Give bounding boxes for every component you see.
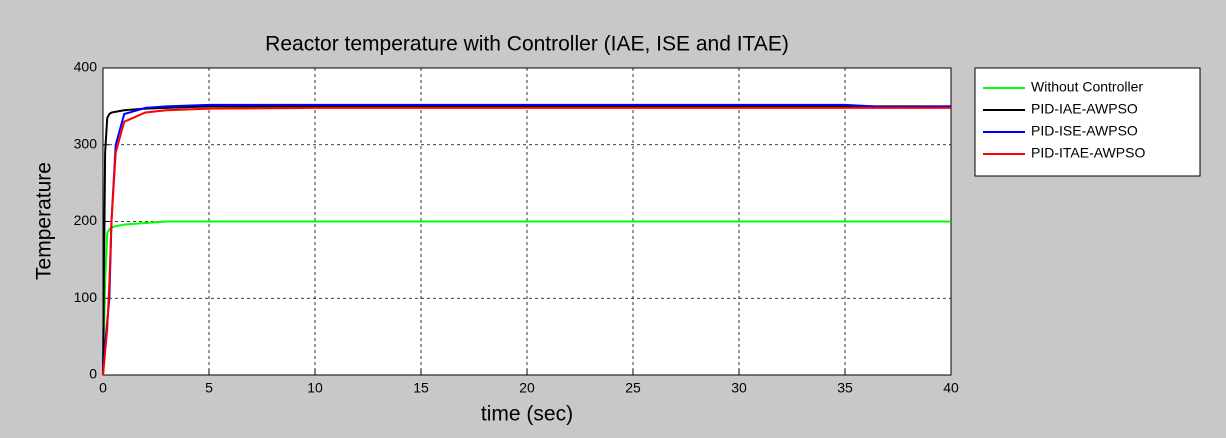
series-line <box>102 106 951 376</box>
legend-label: PID-ISE-AWPSO <box>1031 123 1138 139</box>
x-tick-label: 25 <box>625 380 641 396</box>
x-tick-label: 10 <box>307 380 323 396</box>
x-tick-label: 0 <box>99 380 107 396</box>
x-tick-label: 15 <box>413 380 429 396</box>
x-tick-label: 35 <box>837 380 853 396</box>
x-axis-label: time (sec) <box>481 403 573 426</box>
y-tick-label: 100 <box>74 289 98 305</box>
series-line <box>102 220 951 376</box>
x-tick-label: 5 <box>205 380 213 396</box>
legend-label: Without Controller <box>1031 79 1143 95</box>
legend-label: PID-ITAE-AWPSO <box>1031 145 1145 161</box>
y-tick-label: 0 <box>89 366 97 382</box>
x-tick-label: 40 <box>943 380 959 396</box>
y-axis-label: Temperature <box>33 162 56 280</box>
y-tick-label: 400 <box>74 59 98 75</box>
series-line <box>102 105 951 376</box>
x-tick-label: 30 <box>731 380 747 396</box>
y-tick-label: 200 <box>74 212 98 228</box>
chart-title: Reactor temperature with Controller (IAE… <box>265 33 789 56</box>
y-tick-label: 300 <box>74 135 98 151</box>
legend-box <box>974 67 1201 177</box>
x-tick-label: 20 <box>519 380 535 396</box>
legend-label: PID-IAE-AWPSO <box>1031 101 1138 117</box>
